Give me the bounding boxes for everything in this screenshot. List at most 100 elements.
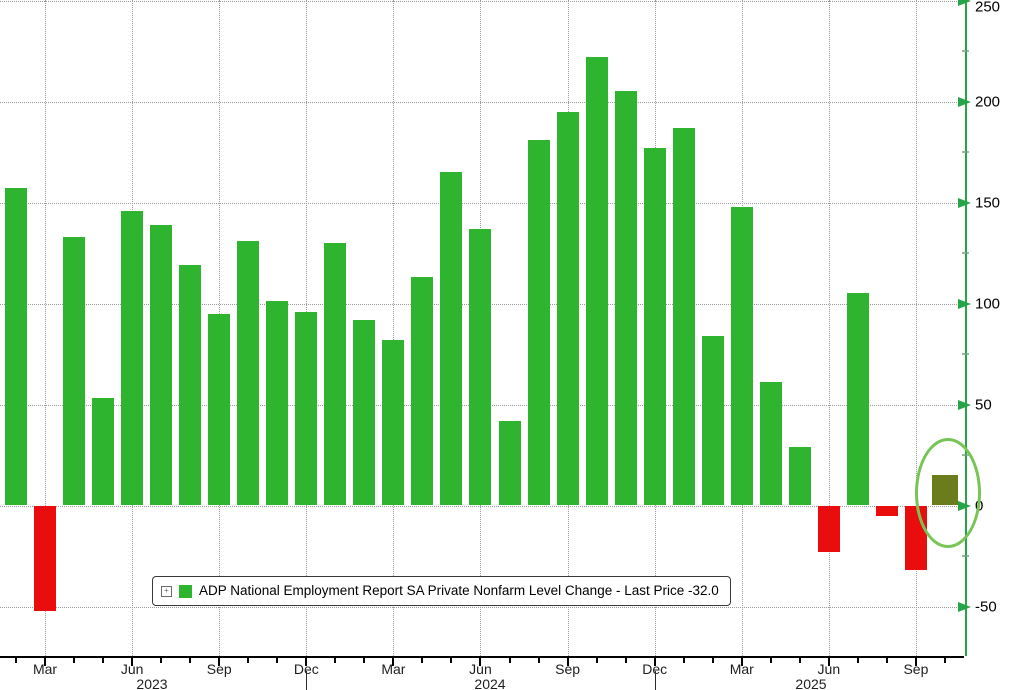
- bar[interactable]: [701, 335, 724, 506]
- x-tick-major: [392, 658, 395, 666]
- x-tick-major: [566, 658, 569, 666]
- x-tick-label: Dec: [293, 661, 319, 677]
- y-tick-minor: [962, 353, 969, 355]
- y-tick-label: 100: [975, 295, 1001, 312]
- x-tick-label: Sep: [903, 661, 929, 677]
- bar[interactable]: [846, 293, 869, 506]
- bar[interactable]: [34, 505, 57, 611]
- x-tick-minor: [769, 658, 772, 663]
- x-tick-minor: [247, 658, 250, 663]
- x-tick-minor: [682, 658, 685, 663]
- y-tick-label: 200: [975, 93, 1001, 110]
- year-label: 2025: [795, 676, 827, 690]
- bar[interactable]: [469, 228, 492, 506]
- y-tick-label: 150: [975, 194, 1001, 211]
- bar[interactable]: [759, 382, 782, 506]
- x-tick-label: Sep: [206, 661, 232, 677]
- bar[interactable]: [121, 210, 144, 506]
- bar[interactable]: [614, 91, 637, 506]
- bar[interactable]: [411, 277, 434, 506]
- y-tick-arrow-icon: [958, 601, 971, 612]
- x-tick-minor: [160, 658, 163, 663]
- bar[interactable]: [179, 265, 202, 506]
- x-tick-label: Jun: [817, 661, 841, 677]
- gridline-vertical: [828, 0, 830, 656]
- gridline-horizontal: [0, 101, 965, 103]
- bar[interactable]: [730, 206, 753, 506]
- x-tick-minor: [537, 658, 540, 663]
- x-tick-minor: [711, 658, 714, 663]
- x-tick-label: Mar: [729, 661, 754, 677]
- bar[interactable]: [817, 505, 840, 552]
- bar[interactable]: [237, 240, 260, 506]
- bar[interactable]: [527, 139, 550, 506]
- x-tick-major: [479, 658, 482, 666]
- y-tick-label: 250: [975, 0, 1001, 16]
- bar[interactable]: [324, 242, 347, 506]
- y-tick-minor: [962, 555, 969, 557]
- bar[interactable]: [150, 224, 173, 506]
- legend-expand-icon[interactable]: +: [161, 585, 172, 597]
- bar[interactable]: [556, 111, 579, 506]
- x-tick-major: [653, 658, 656, 666]
- gridline-vertical: [393, 0, 395, 656]
- highlight-ellipse: [914, 438, 981, 548]
- bar[interactable]: [266, 301, 289, 506]
- x-tick-minor: [421, 658, 424, 663]
- x-tick-minor: [276, 658, 279, 663]
- legend-box[interactable]: + ADP National Employment Report SA Priv…: [152, 576, 731, 606]
- x-tick-minor: [624, 658, 627, 663]
- x-tick-minor: [189, 658, 192, 663]
- x-tick-label: Jun: [120, 661, 144, 677]
- y-tick-minor: [962, 50, 969, 52]
- bar[interactable]: [5, 188, 27, 506]
- bar[interactable]: [672, 127, 695, 506]
- x-tick-minor: [450, 658, 453, 663]
- bar[interactable]: [643, 147, 666, 506]
- gridline-vertical: [915, 0, 917, 656]
- legend-series-swatch-icon: [179, 584, 192, 598]
- x-tick-minor: [334, 658, 337, 663]
- x-tick-label: Dec: [642, 661, 668, 677]
- x-tick-label: Sep: [555, 661, 581, 677]
- y-tick-minor: [962, 252, 969, 254]
- x-tick-major: [740, 658, 743, 666]
- x-tick-minor: [15, 658, 17, 663]
- bar[interactable]: [585, 57, 608, 506]
- x-tick-minor: [73, 658, 76, 663]
- year-label: 2024: [474, 676, 506, 690]
- x-tick-minor: [102, 658, 105, 663]
- x-tick-minor: [943, 658, 946, 663]
- x-tick-major: [914, 658, 917, 666]
- year-separator: [654, 671, 656, 690]
- gridline-horizontal: [0, 202, 965, 204]
- x-tick-major: [131, 658, 134, 666]
- x-tick-major: [218, 658, 221, 666]
- y-tick-arrow-icon: [958, 197, 971, 208]
- bar[interactable]: [92, 398, 115, 506]
- x-tick-minor: [508, 658, 511, 663]
- y-tick-arrow-icon: [958, 399, 971, 410]
- bar[interactable]: [498, 420, 521, 506]
- y-tick-minor: [962, 151, 969, 153]
- x-tick-minor: [595, 658, 598, 663]
- bar[interactable]: [208, 313, 231, 506]
- gridline-vertical: [45, 0, 47, 656]
- bar[interactable]: [63, 236, 86, 506]
- y-axis-line: [965, 0, 967, 656]
- bar[interactable]: [295, 311, 318, 506]
- y-tick-label: 50: [975, 396, 992, 413]
- bar[interactable]: [382, 339, 405, 506]
- x-tick-major: [827, 658, 830, 666]
- bar[interactable]: [875, 505, 898, 516]
- bar[interactable]: [788, 446, 811, 506]
- x-tick-minor: [798, 658, 801, 663]
- x-tick-label: Mar: [32, 661, 58, 677]
- x-tick-label: Mar: [381, 661, 406, 677]
- gridline-horizontal: [0, 505, 965, 507]
- bar[interactable]: [440, 172, 463, 506]
- y-tick-arrow-icon: [958, 96, 971, 107]
- x-axis-line: [0, 656, 964, 658]
- bar[interactable]: [353, 319, 376, 506]
